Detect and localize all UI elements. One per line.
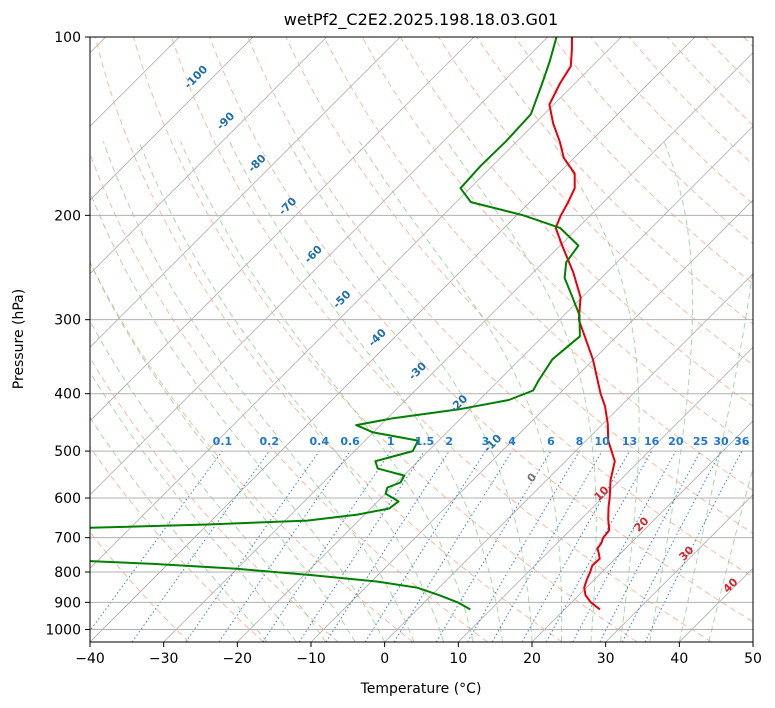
x-tick-label: 0 xyxy=(380,651,389,667)
mixing-ratio-label: 0.4 xyxy=(310,435,330,448)
mixing-ratio-label: 0.6 xyxy=(340,435,360,448)
profile-traces xyxy=(90,37,616,611)
y-tick-label: 800 xyxy=(54,565,81,581)
mixing-ratio-label: 30 xyxy=(713,435,729,448)
mixing-ratio-label: 13 xyxy=(622,435,637,448)
mixing-ratio-line xyxy=(185,450,320,642)
mixing-ratio-label: 0.2 xyxy=(260,435,280,448)
mixing-ratio-line xyxy=(393,450,513,642)
isotherm-line xyxy=(163,52,753,642)
mixing-ratio-label: 16 xyxy=(644,435,660,448)
isotherm-line xyxy=(458,346,753,642)
plot-frame xyxy=(89,36,754,643)
mixing-ratio-label: 25 xyxy=(693,435,708,448)
y-tick-label: 100 xyxy=(54,30,81,46)
y-tick-label: 700 xyxy=(54,531,81,547)
isotherm-line xyxy=(90,37,254,201)
mixing-ratio-line xyxy=(131,450,270,642)
y-tick-label: 1000 xyxy=(45,622,81,638)
mixing-ratio-label: 8 xyxy=(576,435,584,448)
mixing-ratio-label: 0.1 xyxy=(213,435,233,448)
y-tick-label: 400 xyxy=(54,387,81,403)
dry-adiabat-line xyxy=(514,37,753,285)
x-tick-label: 30 xyxy=(597,651,615,667)
dry-adiabat-line xyxy=(90,446,264,642)
x-tick-label: 50 xyxy=(744,651,762,667)
y-tick-label: 200 xyxy=(54,208,81,224)
mixing-ratio-label: 2 xyxy=(445,435,453,448)
dry-adiabat-line xyxy=(323,37,753,491)
dry-adiabat-line xyxy=(171,37,712,642)
isotherm-line xyxy=(605,494,753,642)
x-tick-label: −10 xyxy=(296,651,326,667)
x-tick-label: −20 xyxy=(223,651,253,667)
isotherm-line xyxy=(90,37,696,642)
mixing-ratio-label: 1 xyxy=(387,435,395,448)
x-tick-label: 20 xyxy=(523,651,541,667)
isotherm-line xyxy=(90,37,548,496)
isotherm-line xyxy=(90,37,401,348)
mixing-ratio-label: 36 xyxy=(734,435,750,448)
mixing-ratio-line xyxy=(521,450,630,642)
y-tick-label: 900 xyxy=(54,595,81,611)
dry-adiabat-line xyxy=(209,37,753,623)
dry-adiabat-line xyxy=(247,37,753,578)
pressure-gridlines xyxy=(90,37,753,630)
dry-adiabat-line xyxy=(285,37,753,535)
dewpoint-trace xyxy=(90,37,581,611)
x-tick-label: 10 xyxy=(449,651,467,667)
mixing-ratio-line xyxy=(572,450,677,642)
x-axis: −40 −30 −20 −10 0 10 20 30 40 50 xyxy=(75,642,762,667)
y-tick-label: 500 xyxy=(54,444,81,460)
y-axis: 100 200 300 400 500 600 700 800 900 1000 xyxy=(45,30,90,638)
y-tick-label: 300 xyxy=(54,313,81,329)
y-axis-label: Pressure (hPa) xyxy=(11,289,27,389)
mixing-ratio-line xyxy=(545,450,653,642)
mixing-ratio-label: 6 xyxy=(547,435,555,448)
mixing-ratio-line xyxy=(218,450,351,642)
x-axis-label: Temperature (°C) xyxy=(360,681,482,697)
chart-title: wetPf2_C2E2.2025.198.18.03.G01 xyxy=(284,10,558,30)
x-tick-label: −40 xyxy=(75,651,105,667)
x-tick-label: −30 xyxy=(149,651,179,667)
dry-adiabat-line xyxy=(90,356,339,642)
isotherm-line xyxy=(90,37,475,422)
mixing-ratio-label: 4 xyxy=(508,435,516,448)
mixing-ratio-label: 1.5 xyxy=(415,435,435,448)
y-tick-label: 600 xyxy=(54,491,81,507)
dry-adiabat-line xyxy=(132,37,638,642)
temperature-trace xyxy=(548,37,616,611)
dry-adiabat-line xyxy=(476,37,753,325)
isotherm-line xyxy=(384,273,753,642)
isotherm-line xyxy=(531,420,753,642)
isotherm-line xyxy=(237,125,753,642)
mixing-ratio-line xyxy=(262,450,392,642)
mixing-ratio-line xyxy=(325,450,450,642)
mixing-ratio-label: 10 xyxy=(594,435,610,448)
dry-adiabat-line xyxy=(94,37,563,642)
mixing-ratio-label: 20 xyxy=(668,435,684,448)
mixing-ratio-line xyxy=(298,450,425,642)
x-tick-label: 40 xyxy=(670,651,688,667)
isotherm-line xyxy=(90,37,327,275)
isotherm-line xyxy=(90,37,622,569)
isotherm-line xyxy=(752,641,753,642)
plot-area xyxy=(90,37,753,642)
mixing-ratio-label: 3 xyxy=(482,435,490,448)
mixing-ratio-line xyxy=(644,450,743,642)
dry-adiabat-line xyxy=(90,260,414,642)
